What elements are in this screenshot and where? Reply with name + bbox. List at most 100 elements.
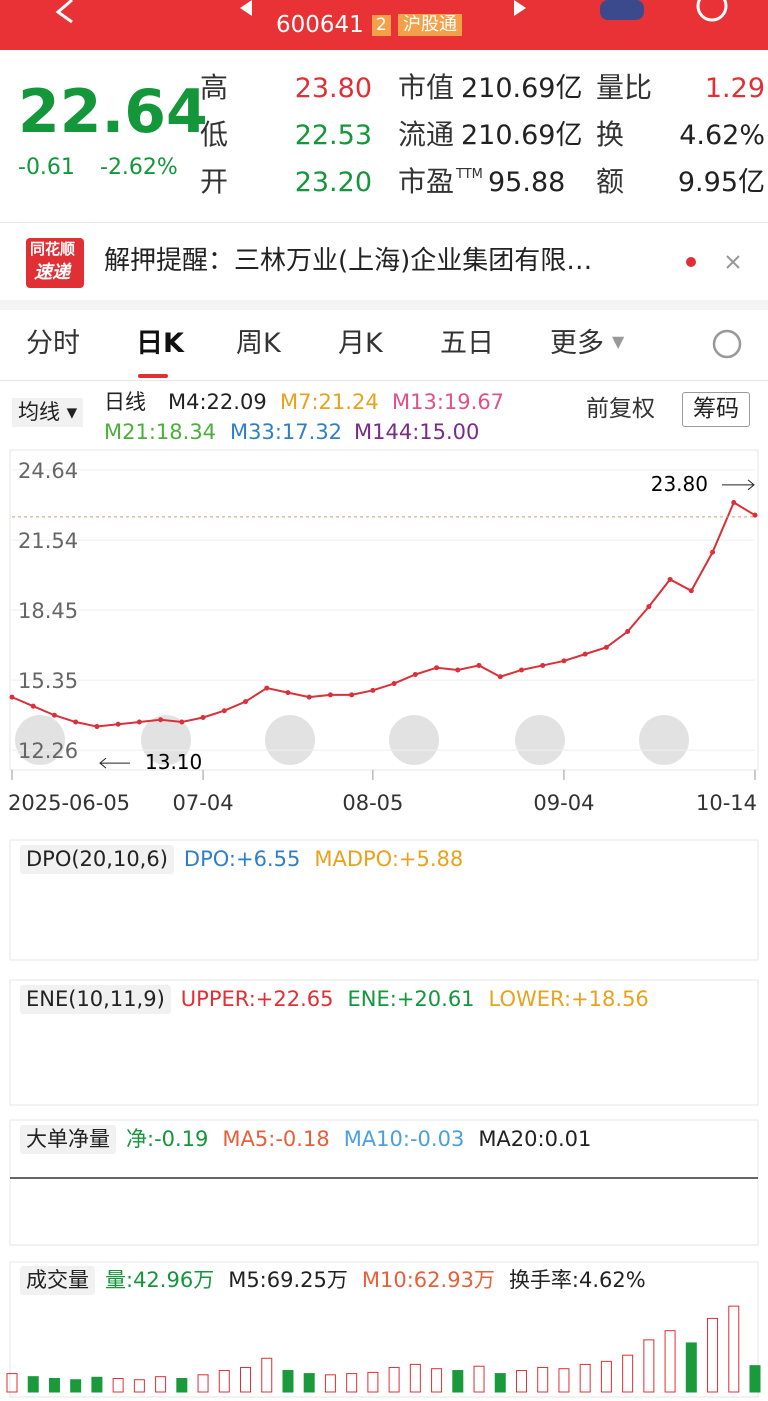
volume-bar <box>324 1374 336 1393</box>
close-icon[interactable] <box>726 255 740 269</box>
price-point <box>221 708 227 714</box>
logo-text: 速递 <box>34 262 70 283</box>
indicator: 净:-0.19 <box>126 1127 209 1151</box>
volume-bar <box>685 1342 697 1393</box>
annotation: 23.80 <box>651 472 708 496</box>
price-point <box>94 724 100 730</box>
stock-code: 600641 <box>276 12 364 38</box>
volume-bar <box>622 1354 634 1393</box>
volume-bar <box>367 1371 379 1393</box>
plot-frame <box>9 449 759 771</box>
indicator: MA10:-0.03 <box>343 1127 465 1151</box>
ma-legend: M4:22.09 <box>168 390 267 414</box>
volume-bar <box>643 1339 655 1393</box>
panel-title[interactable]: ENE(10,11,9) <box>20 985 171 1014</box>
price-point <box>412 671 418 677</box>
divider <box>0 222 768 223</box>
quote-label: 额 <box>596 165 625 198</box>
tab[interactable]: 日K <box>136 328 184 359</box>
quote-value: 9.95亿 <box>677 167 765 198</box>
quote-value: 23.80 <box>294 73 372 104</box>
price-point <box>688 588 694 594</box>
indicator: M5:69.25万 <box>228 1268 348 1292</box>
search-icon[interactable] <box>696 0 728 22</box>
price-point <box>327 692 333 698</box>
volume-bar <box>6 1373 18 1393</box>
volume-bar <box>112 1378 124 1393</box>
price-point <box>179 719 185 725</box>
y-tick-label: 24.64 <box>18 459 78 483</box>
ma-legend: M13:19.67 <box>392 390 505 414</box>
x-tick-label: 08-05 <box>342 791 403 815</box>
price-point <box>625 628 631 634</box>
volume-bar <box>197 1374 209 1393</box>
volume-bar <box>176 1378 188 1393</box>
price-point <box>136 719 142 725</box>
quote-sup: TTM <box>456 167 483 182</box>
indicator: MA5:-0.18 <box>222 1127 330 1151</box>
quote-value: 23.20 <box>294 167 372 198</box>
price-point <box>561 658 567 664</box>
ma-legend: M7:21.24 <box>280 390 379 414</box>
panel-title[interactable]: DPO(20,10,6) <box>20 845 174 874</box>
quote-label: 量比 <box>596 71 653 104</box>
volume-bar <box>452 1370 464 1393</box>
volume-bar <box>728 1305 740 1393</box>
chart-toolbar[interactable] <box>15 715 689 765</box>
annotation: 13.10 <box>145 750 202 774</box>
volume-bar <box>218 1370 230 1393</box>
y-tick-label: 18.45 <box>18 599 78 623</box>
price-point <box>476 662 482 668</box>
x-tick-label: 07-04 <box>173 791 234 815</box>
volume-bar <box>303 1373 315 1393</box>
indicator: DPO:+6.55 <box>183 847 301 871</box>
quote-label: 市值 <box>398 71 455 104</box>
quote-value: 95.88 <box>488 167 566 198</box>
arrow <box>99 757 130 769</box>
tab[interactable]: 周K <box>236 328 281 359</box>
volume-bar <box>494 1373 506 1393</box>
adjust-button[interactable]: 前复权 <box>586 396 655 422</box>
ma-button[interactable]: 均线 ▾ <box>12 398 84 427</box>
x-tick-label: 10-14 <box>696 791 757 815</box>
quote-label: 流通 <box>398 118 455 151</box>
price-point <box>9 694 15 700</box>
price-point <box>582 651 588 657</box>
volume-bar <box>409 1363 421 1393</box>
price-point <box>200 714 206 720</box>
quote-value: 22.53 <box>294 120 372 151</box>
back-icon[interactable] <box>55 0 73 24</box>
indicator: ENE:+20.61 <box>347 987 475 1011</box>
price-point <box>667 576 673 582</box>
price-point <box>752 512 758 518</box>
ma-legend: M33:17.32 <box>230 420 343 444</box>
volume-bar <box>282 1370 294 1393</box>
tab[interactable]: 分时 <box>26 328 80 359</box>
quote-value: 4.62% <box>679 120 765 151</box>
robot-icon[interactable] <box>600 0 644 20</box>
tab[interactable]: 五日 <box>440 328 494 359</box>
price-point <box>603 644 609 650</box>
x-tick-label: 09-04 <box>533 791 594 815</box>
tab[interactable]: 更多 <box>550 328 604 359</box>
quote-label: 市盈 <box>398 165 455 198</box>
volume-bar <box>48 1378 60 1393</box>
panel-title[interactable]: 大单净量 <box>20 1125 116 1154</box>
quote-label: 低 <box>200 118 229 151</box>
price-point <box>264 685 270 691</box>
volume-bar <box>346 1373 358 1393</box>
volume-bar <box>473 1365 485 1393</box>
y-tick-label: 12.26 <box>18 739 78 763</box>
indicator: 换手率:4.62% <box>508 1268 646 1292</box>
volume-bar <box>558 1368 570 1393</box>
news-text[interactable]: 解押提醒：三林万业(上海)企业集团有限… <box>104 246 593 276</box>
price-point <box>73 719 79 725</box>
tab[interactable]: 月K <box>338 328 383 359</box>
volume-bar <box>133 1379 145 1393</box>
chips-button[interactable]: 筹码 <box>682 392 750 427</box>
settings-icon[interactable] <box>712 329 742 359</box>
panel-frame <box>9 1261 759 1398</box>
panel-frame <box>9 1119 759 1246</box>
volume-bar <box>664 1330 676 1393</box>
panel-title[interactable]: 成交量 <box>20 1266 95 1295</box>
